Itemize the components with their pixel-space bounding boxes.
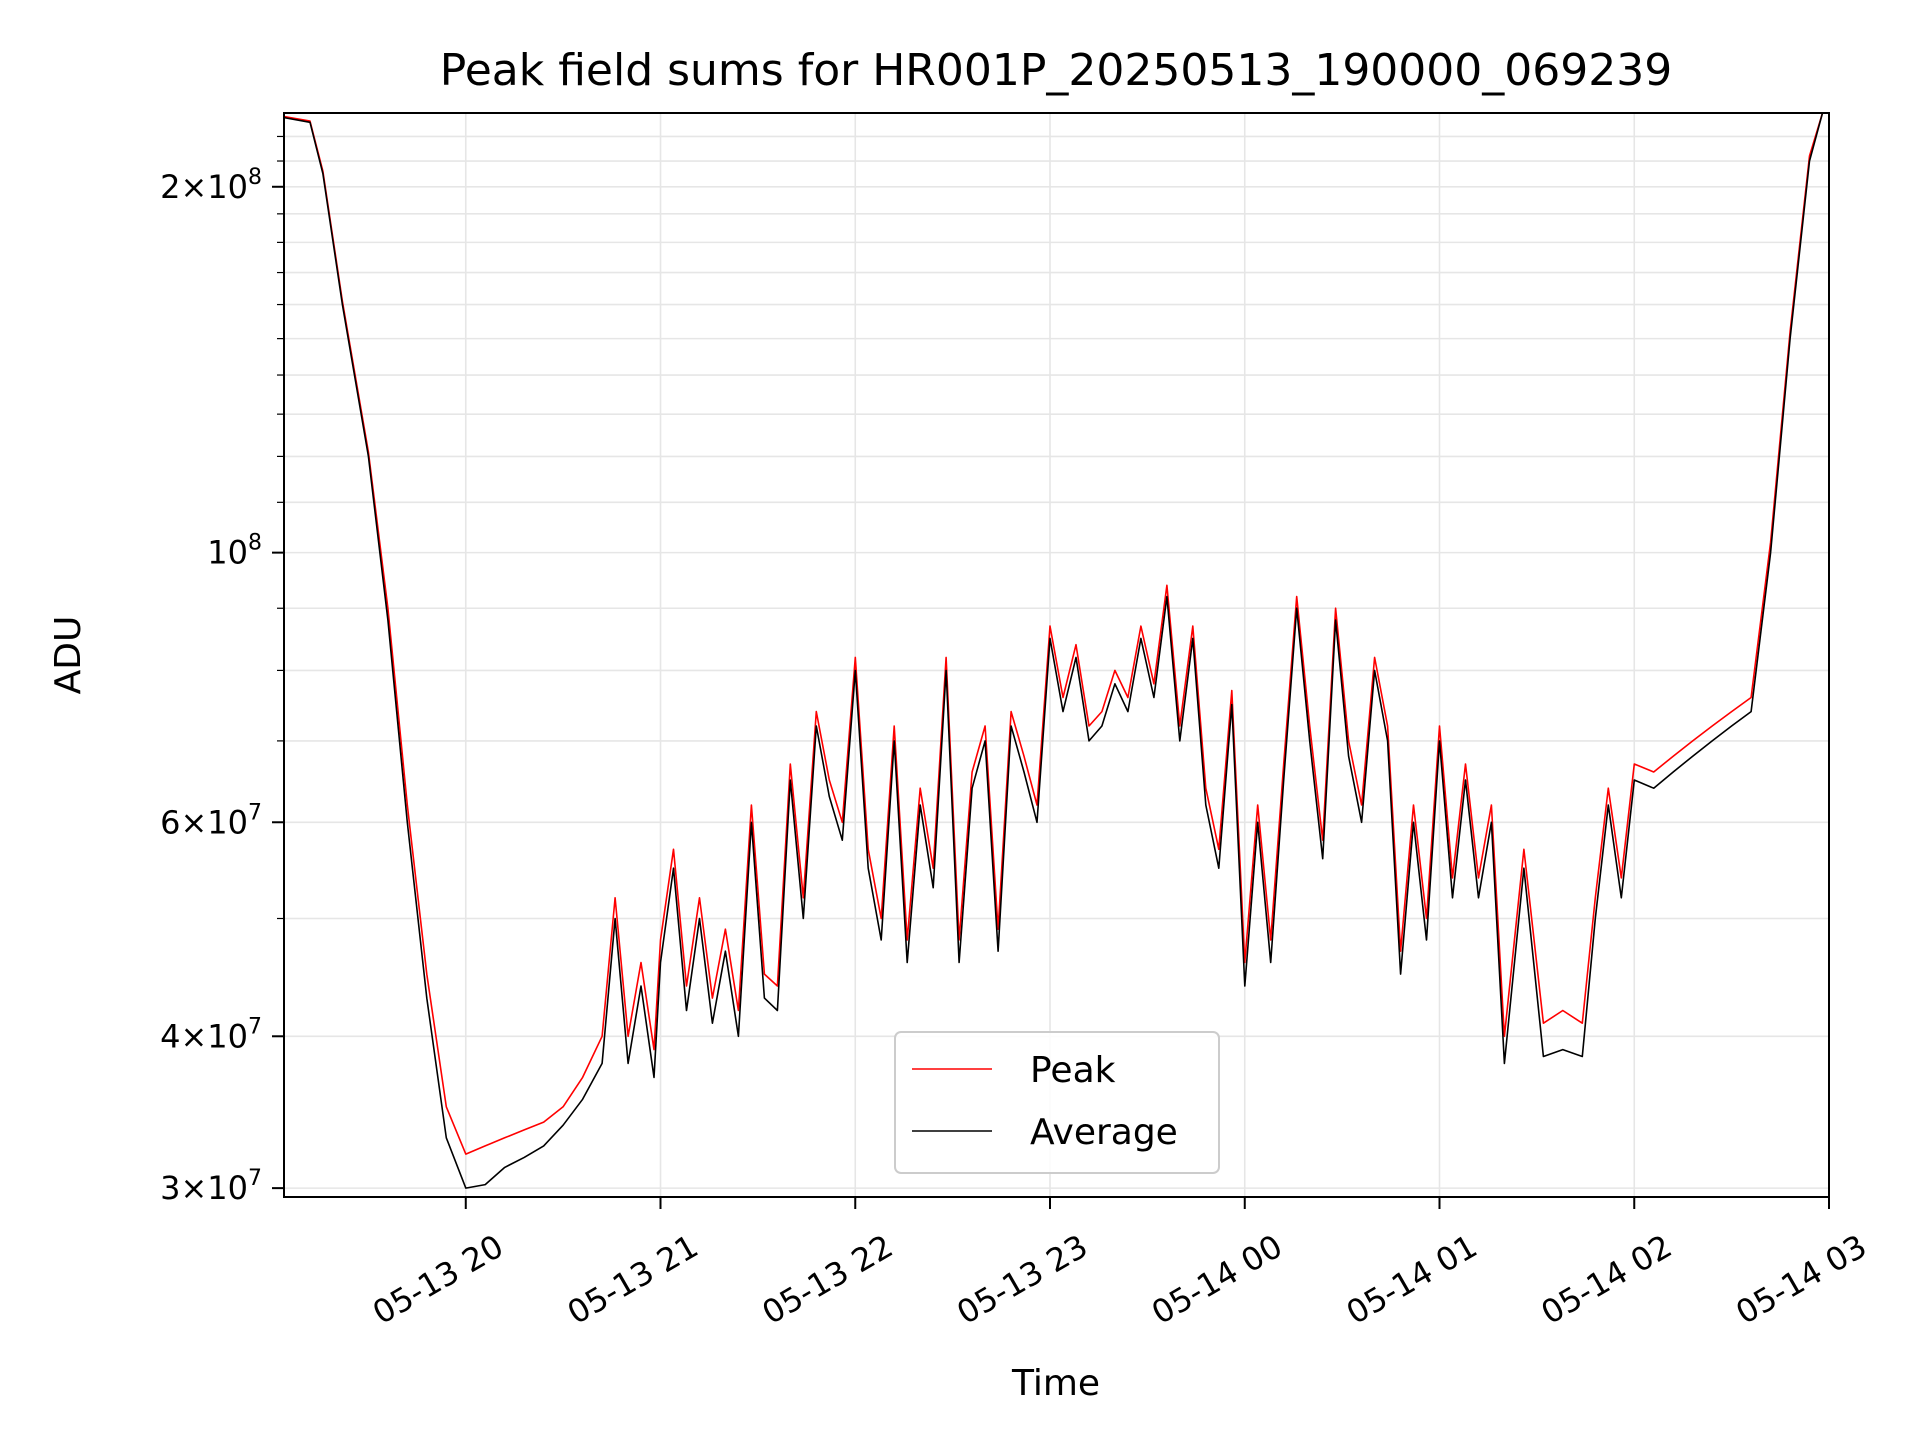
y-tick-label: 3×107 <box>160 1166 262 1207</box>
y-axis-label: ADU <box>48 616 89 695</box>
y-tick-label: 6×107 <box>160 800 262 841</box>
plot-frame <box>283 112 1830 1198</box>
legend: Peak Average <box>894 1031 1220 1174</box>
series-peak <box>283 112 1824 1155</box>
grid <box>284 113 1830 1197</box>
y-tick-label: 2×108 <box>160 165 262 206</box>
legend-box <box>894 1031 1220 1174</box>
average-line <box>283 112 1824 1189</box>
peak-line <box>283 112 1824 1155</box>
chart-title: Peak field sums for HR001P_20250513_1900… <box>440 45 1673 96</box>
legend-label-average: Average <box>1030 1112 1178 1153</box>
y-tick-label: 4×107 <box>160 1014 262 1055</box>
x-axis-label: Time <box>1011 1363 1100 1404</box>
legend-label-peak: Peak <box>1030 1050 1116 1091</box>
series-average <box>283 112 1824 1189</box>
